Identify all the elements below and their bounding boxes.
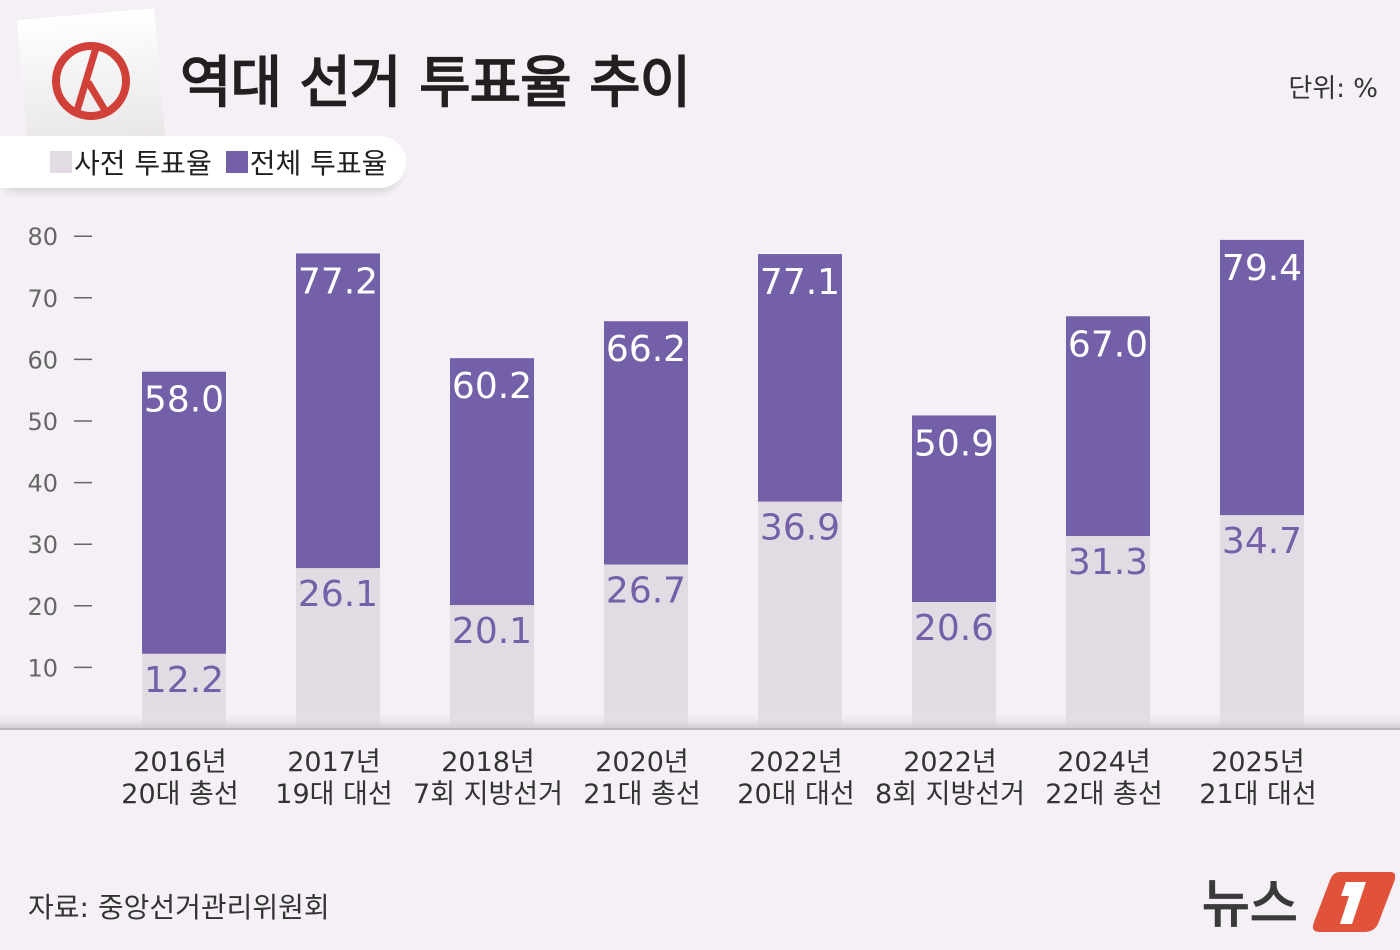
- data-label-total: 58.0: [144, 380, 224, 421]
- legend: 사전 투표율 전체 투표율: [0, 136, 406, 188]
- y-tick-label: 80: [27, 223, 58, 251]
- bar-total: [1220, 239, 1304, 516]
- bar-early: [1066, 536, 1150, 729]
- data-label-total: 50.9: [914, 423, 994, 464]
- unit-label: 단위: %: [1288, 74, 1378, 104]
- data-label-total: 77.2: [298, 261, 378, 302]
- baseline-shadow: [0, 712, 1400, 729]
- bar-total: [450, 358, 534, 606]
- legend-label: 전체 투표율: [249, 147, 388, 180]
- y-tick-label: 40: [27, 470, 58, 498]
- x-tick-label-election: 7회 지방선거: [413, 779, 563, 810]
- data-label-early: 34.7: [1222, 521, 1302, 562]
- legend-swatch-early: [50, 151, 72, 173]
- y-tick-label: 70: [27, 285, 58, 313]
- data-label-total: 60.2: [452, 366, 532, 407]
- bar-early: [912, 602, 996, 729]
- y-tick-label: 60: [27, 346, 58, 374]
- x-tick-label-election: 19대 대선: [275, 779, 392, 810]
- x-tick-label-election: 22대 총선: [1045, 779, 1162, 810]
- bar-early: [1220, 515, 1304, 729]
- x-tick-label-year: 2022년: [749, 747, 843, 778]
- bar-early: [296, 568, 380, 729]
- legend-swatch-total: [225, 151, 248, 173]
- x-tick-label-year: 2022년: [903, 747, 997, 778]
- y-tick-label: 30: [27, 531, 58, 559]
- x-tick-label-year: 2025년: [1211, 747, 1305, 778]
- x-tick-label-election: 20대 총선: [121, 779, 238, 810]
- data-label-early: 20.1: [452, 611, 532, 652]
- bar-total: [604, 321, 688, 565]
- x-tick-label-election: 20대 대선: [737, 779, 854, 810]
- data-label-total: 66.2: [606, 329, 686, 370]
- bar-total: [758, 254, 842, 502]
- x-tick-label-year: 2024년: [1057, 747, 1151, 778]
- data-label-total: 77.1: [760, 262, 840, 303]
- bar-total: [142, 371, 226, 654]
- vote-stamp-icon: [52, 42, 130, 120]
- x-tick-label-year: 2017년: [287, 747, 381, 778]
- legend-item-total: 전체 투표율: [225, 142, 388, 182]
- bar-early: [604, 564, 688, 729]
- y-tick-label: 10: [27, 654, 58, 682]
- legend-label: 사전 투표율: [74, 147, 212, 180]
- x-tick-label-year: 2020년: [595, 747, 689, 778]
- data-label-total: 79.4: [1222, 248, 1302, 289]
- x-tick-label-election: 8회 지방선거: [875, 779, 1025, 810]
- news1-logo: 뉴스: [1202, 872, 1395, 935]
- data-label-early: 12.2: [144, 660, 224, 701]
- bar-total: [1066, 316, 1150, 537]
- data-label-early: 36.9: [760, 508, 840, 549]
- data-label-early: 31.3: [1068, 542, 1148, 583]
- x-tick-label-election: 21대 대선: [1199, 779, 1316, 810]
- bar-total: [912, 415, 996, 603]
- bar-total: [296, 253, 380, 569]
- svg-text:뉴스: 뉴스: [1202, 875, 1298, 935]
- page-title: 역대 선거 투표율 추이: [180, 51, 691, 116]
- data-label-early: 20.6: [914, 608, 994, 649]
- y-tick-label: 50: [27, 408, 58, 436]
- legend-item-early: 사전 투표율: [50, 142, 212, 182]
- data-label-early: 26.1: [298, 574, 378, 615]
- bar-early: [758, 501, 842, 729]
- source-note: 자료: 중앙선거관리위원회: [28, 891, 330, 924]
- y-tick-label: 20: [27, 593, 58, 621]
- x-tick-label-year: 2018년: [441, 747, 535, 778]
- x-tick-label-year: 2016년: [133, 747, 227, 778]
- data-label-total: 67.0: [1068, 324, 1148, 365]
- data-label-early: 26.7: [606, 571, 686, 612]
- bar-early: [450, 605, 534, 729]
- x-tick-label-election: 21대 총선: [583, 779, 700, 810]
